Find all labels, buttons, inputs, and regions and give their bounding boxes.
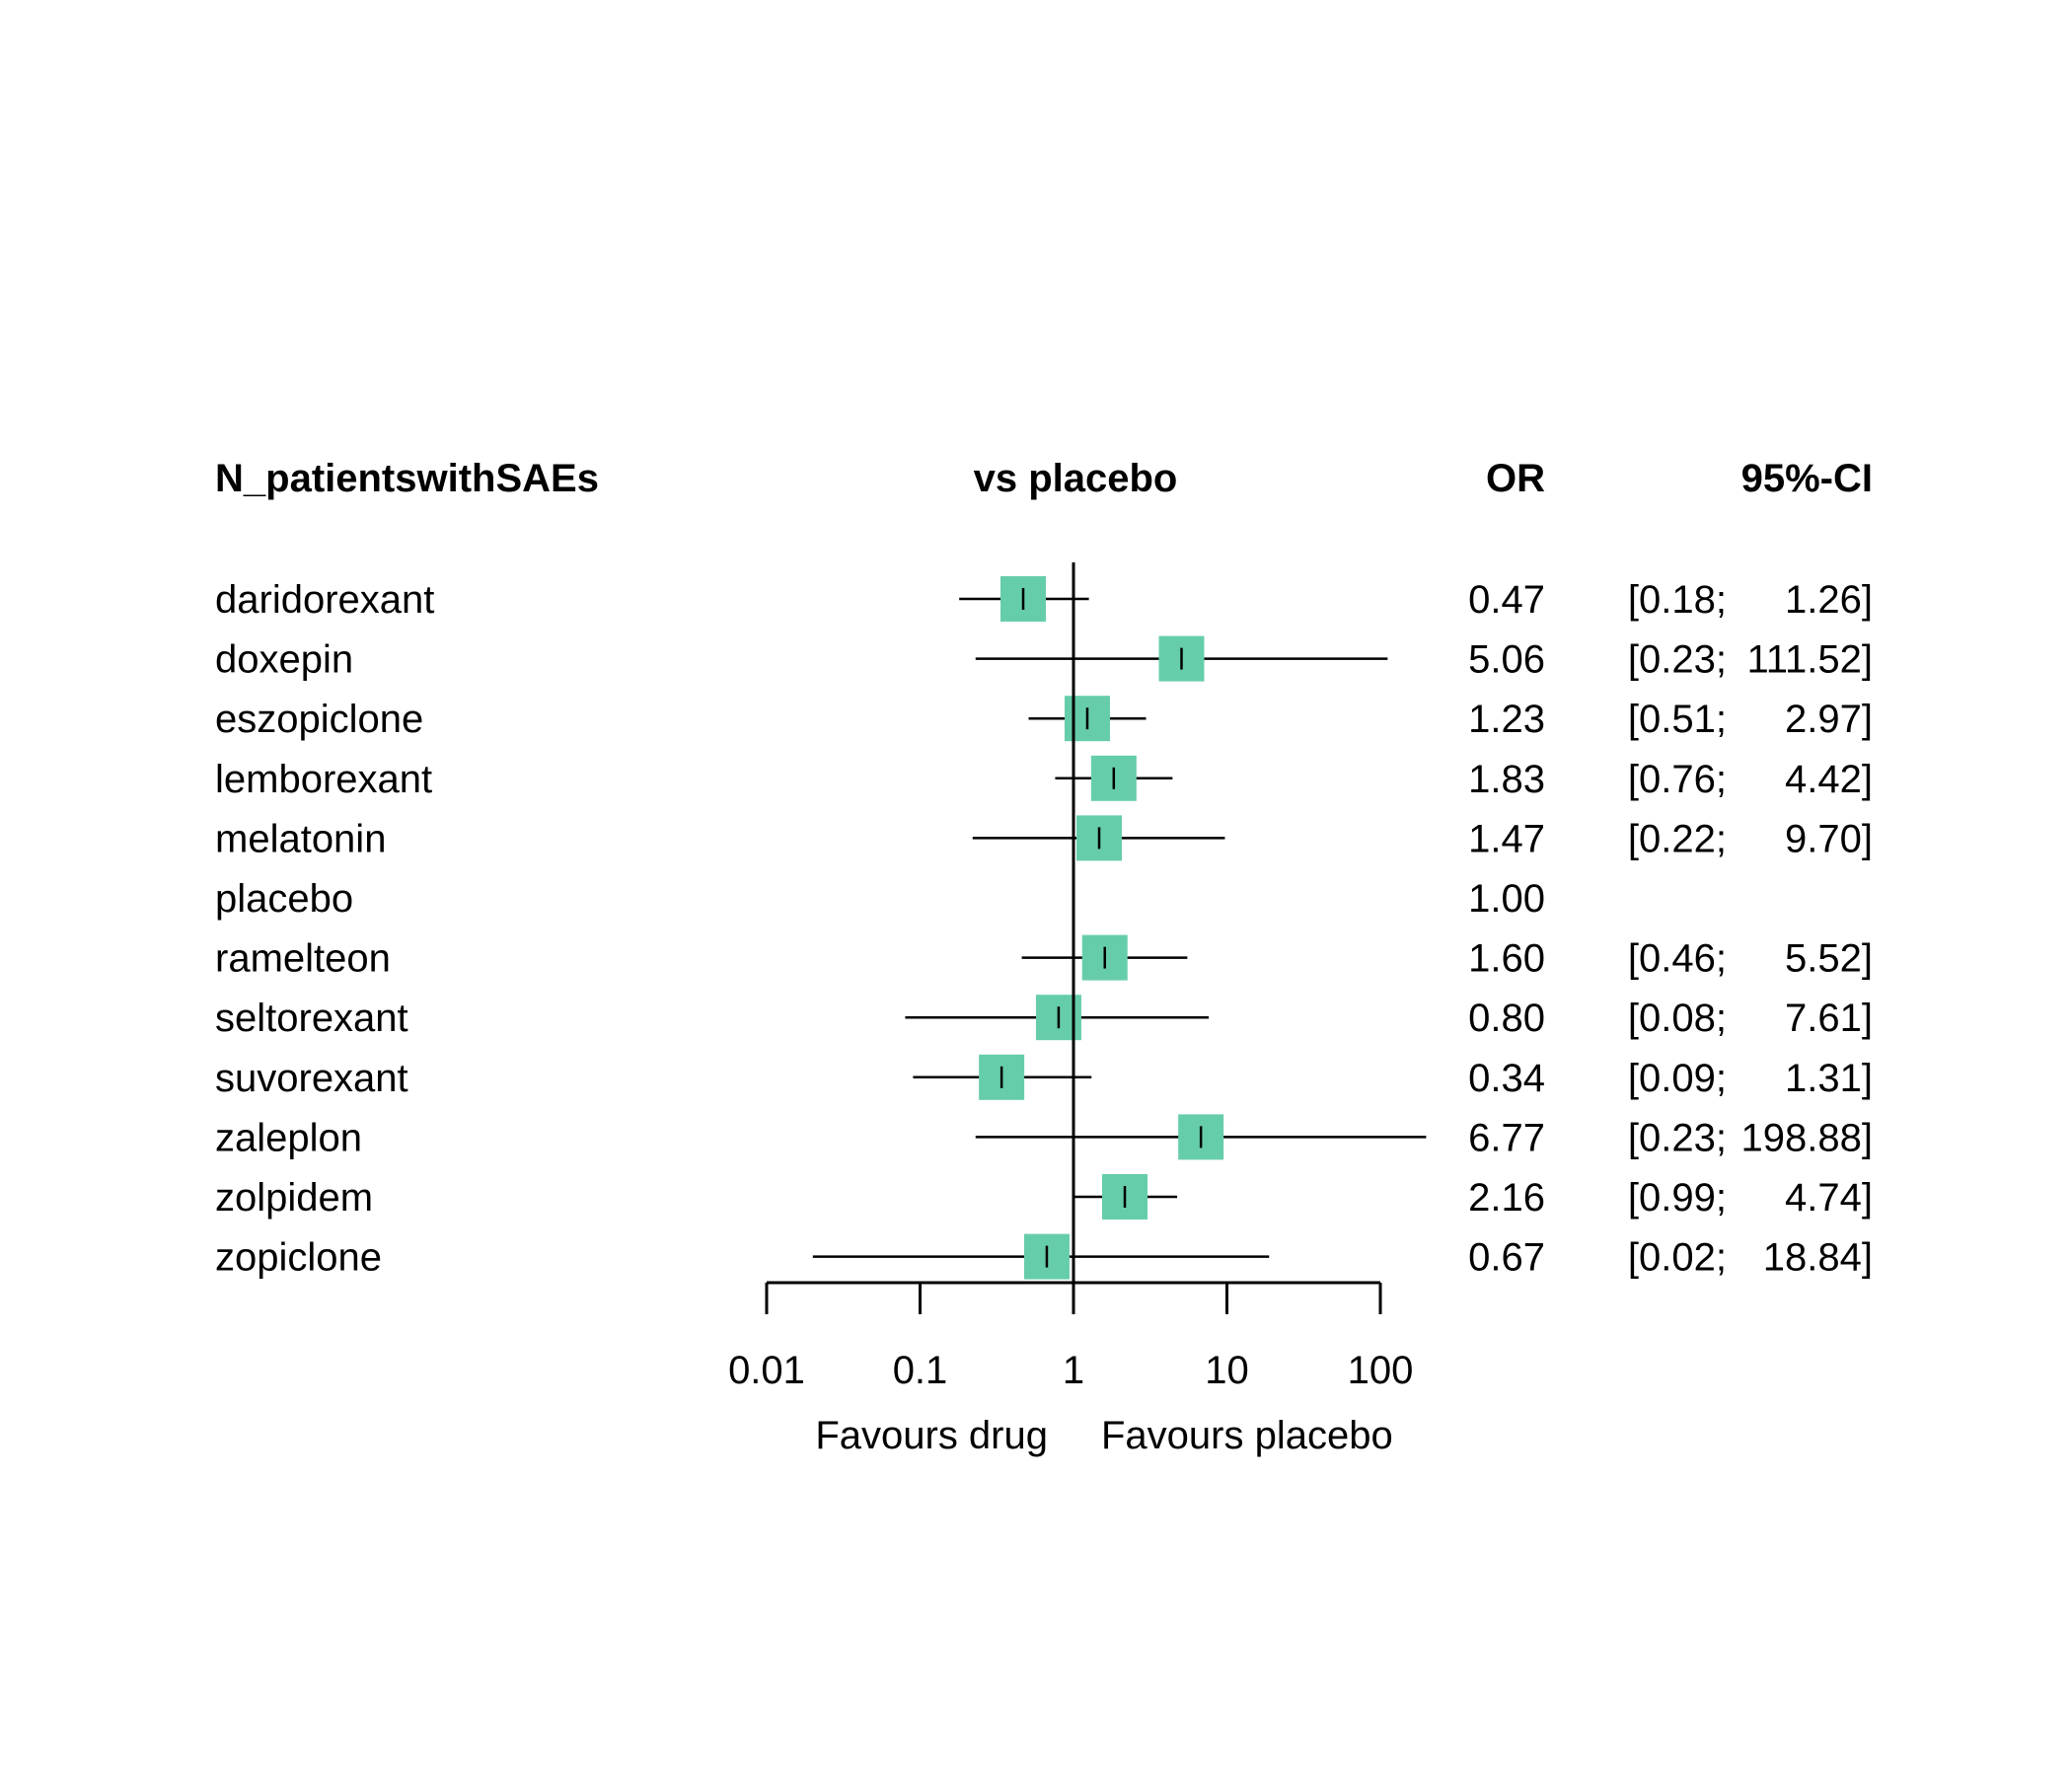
forest-row: zolpidem 2.16 [0.99; 4.74]: [215, 1174, 1873, 1220]
row-label: melatonin: [215, 817, 386, 860]
ci-lower: [0.23;: [1628, 1116, 1727, 1159]
or-value: 5.06: [1468, 638, 1545, 682]
or-value: 0.80: [1468, 997, 1545, 1040]
forest-row: seltorexant 0.80 [0.08; 7.61]: [215, 995, 1873, 1041]
axis-tick-label: 1: [1063, 1349, 1084, 1392]
row-label: lemborexant: [215, 758, 432, 801]
ci-upper: 4.42]: [1785, 758, 1873, 801]
row-label: zaleplon: [215, 1116, 362, 1159]
row-label: placebo: [215, 877, 353, 921]
row-label: zopiclone: [215, 1236, 382, 1280]
or-value: 1.47: [1468, 817, 1545, 860]
favours-placebo-label: Favours placebo: [1101, 1414, 1393, 1457]
row-label: ramelteon: [215, 937, 391, 981]
ci-lower: [0.23;: [1628, 638, 1727, 682]
ci-upper: 7.61]: [1785, 997, 1873, 1040]
header-label: N_patientswithSAEs: [215, 457, 599, 500]
axis-tick-label: 0.1: [893, 1349, 948, 1392]
ci-lower: [0.22;: [1628, 817, 1727, 860]
ci-upper: 5.52]: [1785, 937, 1873, 981]
ci-upper: 18.84]: [1763, 1236, 1873, 1280]
row-label: seltorexant: [215, 997, 408, 1040]
or-value: 0.47: [1468, 578, 1545, 622]
forest-row: zaleplon 6.77 [0.23; 198.88]: [215, 1114, 1873, 1160]
ci-upper: 1.31]: [1785, 1057, 1873, 1100]
x-axis: 0.01 0.1 1 10 100: [728, 1281, 1414, 1392]
header-ci: 95%-CI: [1741, 457, 1873, 500]
or-value: 1.83: [1468, 758, 1545, 801]
axis-tick-label: 0.01: [728, 1349, 805, 1392]
axis-tick-label: 100: [1348, 1349, 1414, 1392]
or-value: 6.77: [1468, 1116, 1545, 1159]
row-label: eszopiclone: [215, 698, 423, 741]
row-label: zolpidem: [215, 1176, 373, 1220]
header-plot: vs placebo: [974, 457, 1178, 500]
row-label: daridorexant: [215, 578, 434, 622]
or-value: 1.23: [1468, 698, 1545, 741]
forest-row: ramelteon 1.60 [0.46; 5.52]: [215, 934, 1873, 981]
forest-row: eszopiclone 1.23 [0.51; 2.97]: [215, 696, 1873, 742]
ci-lower: [0.46;: [1628, 937, 1727, 981]
row-label: suvorexant: [215, 1057, 408, 1100]
ci-lower: [0.18;: [1628, 578, 1727, 622]
forest-row: placebo 1.00: [215, 877, 1545, 921]
forest-row: suvorexant 0.34 [0.09; 1.31]: [215, 1054, 1873, 1100]
forest-rows: daridorexant 0.47 [0.18; 1.26] doxepin 5.06 [0…: [215, 576, 1873, 1280]
ci-lower: [0.09;: [1628, 1057, 1727, 1100]
forest-row: doxepin 5.06 [0.23; 111.52]: [215, 635, 1873, 682]
ci-lower: [0.02;: [1628, 1236, 1727, 1280]
or-value: 0.67: [1468, 1236, 1545, 1280]
ci-lower: [0.51;: [1628, 698, 1727, 741]
ci-upper: 9.70]: [1785, 817, 1873, 860]
forest-row: zopiclone 0.67 [0.02; 18.84]: [215, 1233, 1873, 1280]
forest-row: melatonin 1.47 [0.22; 9.70]: [215, 815, 1873, 861]
or-value: 1.60: [1468, 937, 1545, 981]
forest-row: lemborexant 1.83 [0.76; 4.42]: [215, 755, 1873, 801]
or-value: 0.34: [1468, 1057, 1545, 1100]
favours-drug-label: Favours drug: [815, 1414, 1048, 1457]
row-label: doxepin: [215, 638, 353, 682]
ci-upper: 4.74]: [1785, 1176, 1873, 1220]
ci-upper: 1.26]: [1785, 578, 1873, 622]
ci-upper: 198.88]: [1741, 1116, 1873, 1159]
forest-row: daridorexant 0.47 [0.18; 1.26]: [215, 576, 1873, 622]
or-value: 1.00: [1468, 877, 1545, 921]
ci-lower: [0.99;: [1628, 1176, 1727, 1220]
ci-upper: 2.97]: [1785, 698, 1873, 741]
axis-tick-label: 10: [1205, 1349, 1249, 1392]
header-estimate: OR: [1486, 457, 1545, 500]
ci-lower: [0.08;: [1628, 997, 1727, 1040]
ci-upper: 111.52]: [1746, 638, 1873, 682]
ci-lower: [0.76;: [1628, 758, 1727, 801]
or-value: 2.16: [1468, 1176, 1545, 1220]
